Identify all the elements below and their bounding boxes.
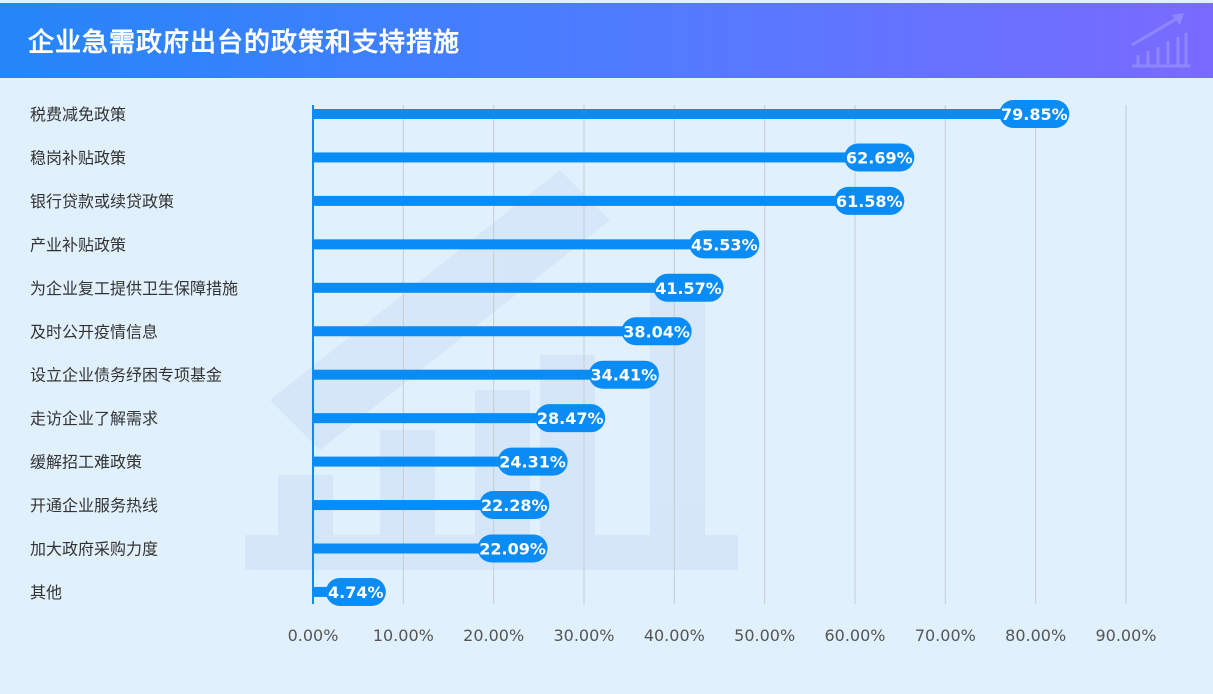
data-label: 62.69%: [846, 148, 913, 167]
data-label-pill: [588, 360, 659, 389]
data-label: 34.41%: [591, 366, 658, 385]
category-label: 加大政府采购力度: [30, 540, 158, 559]
data-label-pill: [477, 534, 548, 563]
header-banner: 企业急需政府出台的政策和支持措施: [0, 3, 1213, 78]
category-label: 走访企业了解需求: [30, 409, 158, 428]
data-label-pill: [497, 447, 568, 476]
data-label: 38.04%: [623, 322, 690, 341]
data-label: 41.57%: [655, 279, 722, 298]
bar: [313, 152, 880, 163]
chart-title: 企业急需政府出台的政策和支持措施: [28, 28, 461, 58]
bar: [313, 369, 624, 380]
data-label: 22.09%: [479, 540, 546, 559]
data-label-pill: [834, 186, 905, 215]
category-label: 稳岗补贴政策: [30, 148, 126, 167]
bar: [313, 282, 689, 293]
x-tick-label: 90.00%: [1095, 626, 1156, 645]
x-tick-label: 80.00%: [1005, 626, 1066, 645]
data-label: 28.47%: [537, 409, 604, 428]
category-label: 产业补贴政策: [30, 235, 126, 254]
bar: [313, 543, 513, 554]
bar: [313, 326, 657, 337]
x-tick-label: 70.00%: [915, 626, 976, 645]
data-label: 61.58%: [836, 192, 903, 211]
category-label: 缓解招工难政策: [30, 453, 142, 472]
x-tick-label: 60.00%: [824, 626, 885, 645]
data-label-pill: [844, 143, 915, 172]
data-label-pill: [653, 273, 724, 302]
data-label: 79.85%: [1001, 105, 1068, 124]
data-label-pill: [999, 100, 1070, 128]
bar: [313, 456, 533, 467]
category-label: 及时公开疫情信息: [30, 322, 158, 341]
x-tick-label: 30.00%: [553, 626, 614, 645]
data-label-pill: [325, 577, 386, 606]
x-tick-label: 50.00%: [734, 626, 795, 645]
bar: [313, 500, 515, 511]
category-label: 其他: [30, 583, 62, 602]
data-label-pill: [535, 404, 606, 433]
category-label: 开通企业服务热线: [30, 496, 158, 515]
growth-chart-icon: [1131, 13, 1190, 68]
data-label-pill: [621, 317, 692, 346]
data-label: 22.28%: [481, 496, 548, 515]
x-tick-label: 10.00%: [373, 626, 434, 645]
x-tick-label: 0.00%: [288, 626, 339, 645]
bar: [313, 413, 571, 424]
bar: [313, 109, 1035, 119]
data-label: 4.74%: [328, 583, 384, 602]
data-label-pill: [689, 230, 760, 259]
x-tick-label: 20.00%: [463, 626, 524, 645]
bar: [313, 239, 725, 250]
category-label: 为企业复工提供卫生保障措施: [30, 279, 238, 298]
bar: [313, 195, 870, 206]
data-label: 45.53%: [691, 235, 758, 254]
x-tick-label: 40.00%: [644, 626, 705, 645]
category-label: 银行贷款或续贷政策: [30, 192, 174, 211]
category-label: 设立企业债务纾困专项基金: [30, 366, 222, 385]
category-label: 税费减免政策: [30, 105, 126, 124]
data-label: 24.31%: [499, 453, 566, 472]
data-label-pill: [479, 491, 550, 520]
